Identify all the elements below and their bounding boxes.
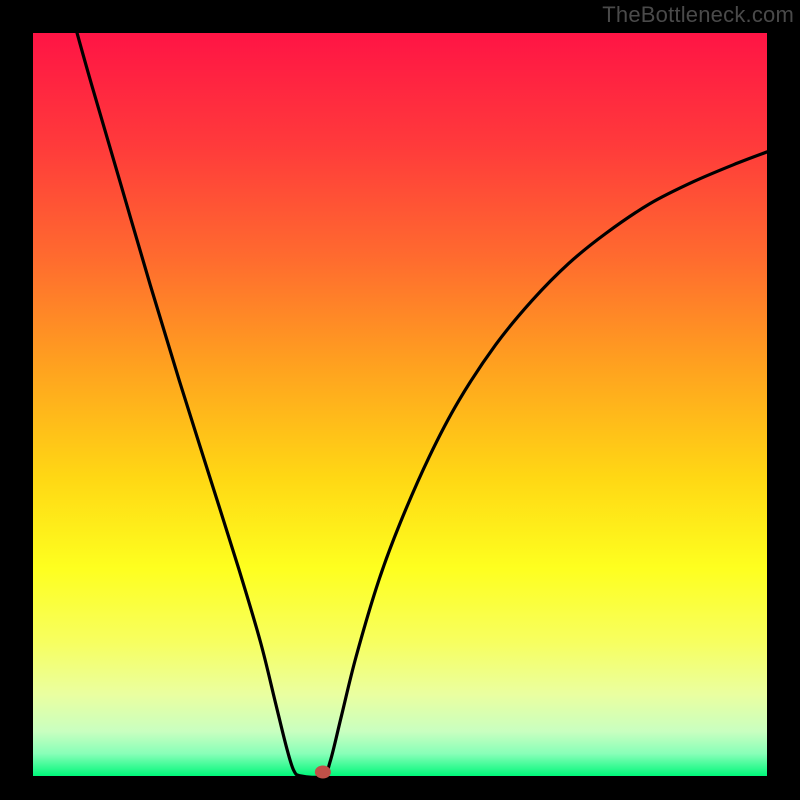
- watermark-text: TheBottleneck.com: [602, 2, 794, 28]
- curve-svg: [33, 33, 767, 776]
- plot-area: [0, 0, 800, 800]
- chart-container: TheBottleneck.com: [0, 0, 800, 800]
- bottleneck-curve: [77, 33, 767, 776]
- optimum-marker: [315, 766, 331, 779]
